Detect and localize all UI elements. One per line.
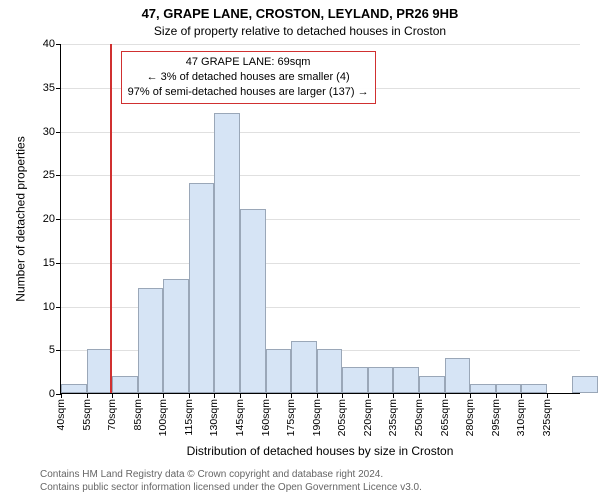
attribution-line-1: Contains HM Land Registry data © Crown c… [40,469,580,482]
attribution: Contains HM Land Registry data © Crown c… [40,469,580,494]
x-tick-mark [266,393,267,398]
y-axis-label: Number of detached properties [14,44,28,394]
y-tick-label: 5 [49,344,55,356]
histogram-bar [419,376,445,394]
y-tick-mark [56,44,61,45]
y-tick-mark [56,132,61,133]
x-tick-label: 235sqm [387,399,399,436]
x-tick-mark [138,393,139,398]
x-tick-mark [419,393,420,398]
x-tick-label: 55sqm [81,399,93,431]
x-tick-label: 145sqm [234,399,246,436]
plot-area: 051015202530354040sqm55sqm70sqm85sqm100s… [60,44,580,394]
property-marker-line [110,44,112,393]
y-tick-mark [56,88,61,89]
x-tick-label: 280sqm [464,399,476,436]
y-tick-mark [56,307,61,308]
x-tick-label: 295sqm [490,399,502,436]
histogram-bar [61,384,87,393]
attribution-line-2: Contains public sector information licen… [40,482,580,495]
x-tick-label: 40sqm [55,399,67,431]
histogram-bar [521,384,547,393]
x-tick-mark [393,393,394,398]
x-tick-mark [163,393,164,398]
x-tick-label: 325sqm [541,399,553,436]
info-box-line: 97% of semi-detached houses are larger (… [128,85,369,100]
title-sub: Size of property relative to detached ho… [0,24,600,38]
y-tick-label: 40 [43,38,55,50]
x-tick-mark [368,393,369,398]
x-tick-label: 205sqm [336,399,348,436]
y-tick-mark [56,263,61,264]
y-tick-mark [56,175,61,176]
chart-container: 47, GRAPE LANE, CROSTON, LEYLAND, PR26 9… [0,0,600,500]
x-tick-label: 130sqm [208,399,220,436]
y-tick-label: 30 [43,126,55,138]
x-tick-label: 220sqm [362,399,374,436]
x-tick-mark [496,393,497,398]
y-tick-mark [56,219,61,220]
x-tick-mark [112,393,113,398]
histogram-bar [393,367,419,393]
histogram-bar [368,367,394,393]
x-tick-label: 70sqm [106,399,118,431]
info-box-line: 47 GRAPE LANE: 69sqm [128,55,369,70]
histogram-bar [572,376,598,394]
x-tick-mark [189,393,190,398]
gridline [61,175,580,176]
x-tick-label: 310sqm [515,399,527,436]
x-tick-label: 85sqm [132,399,144,431]
y-tick-label: 35 [43,82,55,94]
x-tick-mark [445,393,446,398]
histogram-bar [317,349,343,393]
title-main: 47, GRAPE LANE, CROSTON, LEYLAND, PR26 9… [0,6,600,21]
gridline [61,44,580,45]
histogram-bar [163,279,189,393]
histogram-bar [266,349,292,393]
histogram-bar [240,209,266,393]
y-tick-label: 10 [43,301,55,313]
histogram-bar [138,288,164,393]
x-tick-mark [521,393,522,398]
histogram-bar [87,349,113,393]
histogram-bar [445,358,471,393]
x-tick-label: 265sqm [439,399,451,436]
x-tick-label: 250sqm [413,399,425,436]
x-tick-mark [61,393,62,398]
y-tick-label: 15 [43,257,55,269]
gridline [61,219,580,220]
gridline [61,132,580,133]
x-tick-label: 175sqm [285,399,297,436]
x-tick-mark [87,393,88,398]
info-box-line: ← 3% of detached houses are smaller (4) [128,70,369,85]
y-tick-mark [56,350,61,351]
histogram-bar [342,367,368,393]
histogram-bar [496,384,522,393]
x-tick-label: 100sqm [157,399,169,436]
x-tick-mark [240,393,241,398]
histogram-bar [189,183,215,393]
y-tick-label: 20 [43,213,55,225]
x-tick-label: 115sqm [183,399,195,436]
x-tick-mark [214,393,215,398]
x-tick-label: 160sqm [260,399,272,436]
x-tick-mark [547,393,548,398]
x-tick-mark [342,393,343,398]
histogram-bar [470,384,496,393]
y-tick-label: 25 [43,169,55,181]
x-axis-label: Distribution of detached houses by size … [60,444,580,458]
x-tick-mark [470,393,471,398]
gridline [61,263,580,264]
histogram-bar [112,376,138,394]
x-tick-mark [291,393,292,398]
x-tick-label: 190sqm [311,399,323,436]
histogram-bar [291,341,317,394]
histogram-bar [214,113,240,393]
info-box: 47 GRAPE LANE: 69sqm← 3% of detached hou… [121,51,376,104]
x-tick-mark [317,393,318,398]
